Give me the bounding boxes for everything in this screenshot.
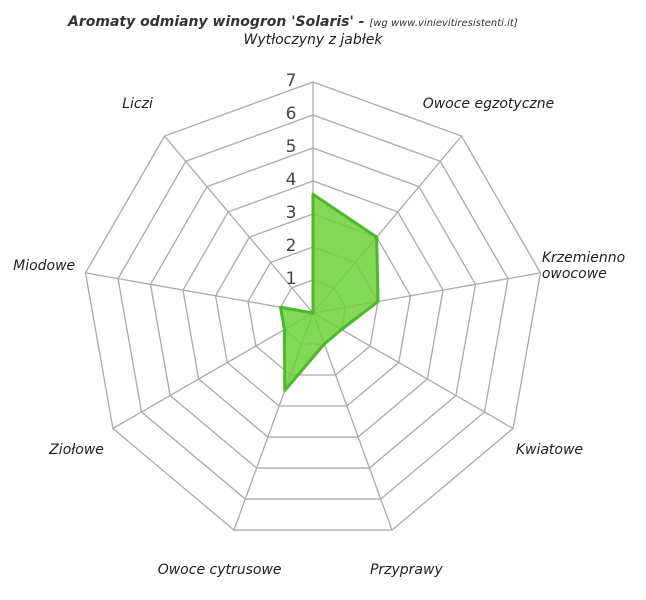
chart-title: Aromaty odmiany winogron 'Solaris' - (68, 14, 365, 30)
r-tick-label: 5 (286, 137, 297, 157)
category-label: Owoce cytrusowe (157, 561, 282, 578)
r-tick-label: 7 (286, 71, 297, 91)
category-label: Ziołowe (49, 441, 104, 458)
source: [wg www.vinievitiresistenti.it] (369, 18, 518, 29)
grid-ring (214, 213, 412, 407)
category-label: Wytłoczyny z jabłek (243, 32, 383, 48)
r-tick-label: 2 (286, 236, 297, 256)
spoke (164, 135, 314, 314)
spoke (85, 272, 314, 314)
r-tick-label: 4 (286, 170, 297, 190)
grid-ring (182, 180, 444, 438)
chart-title-block: Aromaty odmiany winogron 'Solaris' - [wg… (68, 14, 518, 30)
category-label: Miodowe (13, 257, 76, 274)
category-label: Krzemienno owocowe (541, 249, 626, 282)
grid-ring (149, 147, 477, 469)
r-tick-label: 1 (286, 269, 297, 289)
spoke (312, 312, 514, 430)
category-label: Przyprawy (369, 561, 443, 578)
spoke (312, 312, 393, 531)
r-tick-label: 3 (286, 203, 297, 223)
category-label: Owoce egzotyczne (422, 95, 555, 112)
spoke (112, 312, 314, 430)
grid-ring (84, 81, 542, 531)
category-label: Kwiatowe (515, 441, 584, 458)
r-tick-label: 6 (286, 104, 297, 124)
category-label: Liczi (122, 95, 153, 112)
series-area (279, 192, 380, 393)
grid-ring (117, 114, 509, 500)
